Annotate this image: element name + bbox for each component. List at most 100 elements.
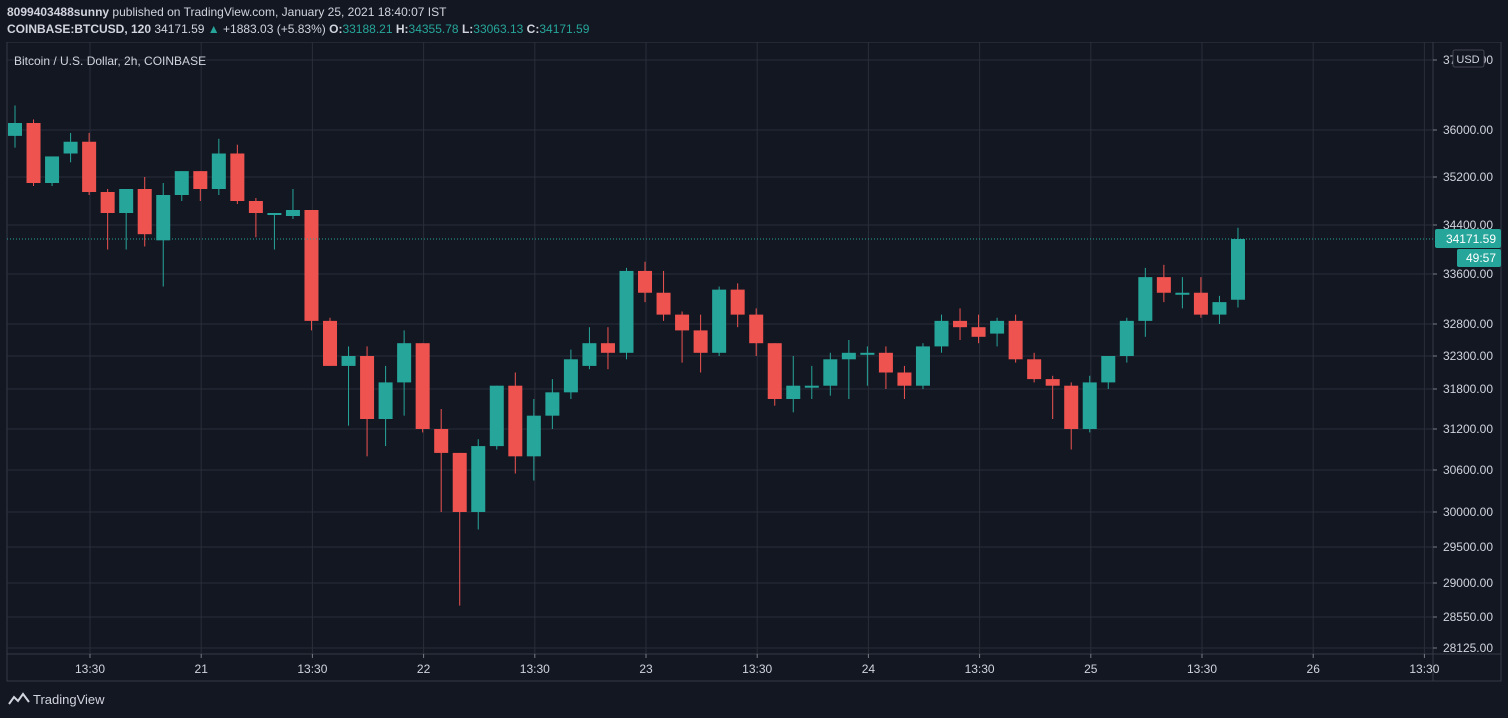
price-tick-label: 29500.00	[1443, 540, 1493, 554]
candle-body	[600, 343, 615, 353]
tradingview-brand[interactable]: TradingView	[33, 692, 105, 707]
candle-body	[434, 429, 449, 453]
candle	[1156, 264, 1171, 303]
published-text: published on TradingView.com, January 25…	[112, 5, 447, 19]
candle	[63, 132, 78, 163]
candle	[1064, 382, 1079, 450]
candle-body	[230, 153, 245, 201]
candle-body	[841, 352, 856, 360]
candle-body	[1230, 238, 1245, 300]
candle	[1138, 267, 1153, 337]
candle-body	[934, 320, 949, 347]
candle-body	[285, 210, 300, 216]
countdown-tag	[1457, 248, 1501, 267]
candle-body	[526, 415, 541, 457]
candle	[489, 385, 504, 450]
candle	[193, 171, 208, 201]
candle-body	[545, 392, 560, 416]
time-tick-label: 13:30	[1409, 662, 1439, 676]
time-axis[interactable]: 13:30 21 13:30 22 13:30 23 13:30 24 13:30 25 13:30…	[75, 654, 1440, 676]
candle-body	[971, 327, 986, 337]
candle-body	[45, 156, 60, 183]
price-tick-label: 30600.00	[1443, 463, 1493, 477]
candle	[990, 317, 1005, 347]
price-tick-label: 34400.00	[1443, 218, 1493, 232]
candle-body	[786, 385, 801, 399]
candle	[767, 343, 782, 406]
candle-body	[119, 189, 134, 213]
time-tick-label: 13:30	[742, 662, 772, 676]
candle	[434, 409, 449, 512]
time-tick-label: 24	[862, 662, 876, 676]
candle-body	[619, 270, 634, 353]
candle-body	[860, 352, 875, 355]
time-tick-label: 13:30	[75, 662, 105, 676]
candle-body	[712, 289, 727, 353]
time-tick-label: 13:30	[520, 662, 550, 676]
high-value: 34355.78	[408, 22, 459, 36]
candle-body	[767, 343, 782, 399]
candle	[860, 346, 875, 386]
candle	[712, 286, 727, 356]
candle-body	[897, 372, 912, 386]
price-chart[interactable]: 37000.0036000.0035200.0034400.0033600.00…	[0, 42, 1508, 684]
candle-body	[508, 385, 523, 457]
candle-body	[1138, 277, 1153, 321]
candle-body	[915, 346, 930, 386]
candle	[1101, 356, 1116, 389]
candle-body	[878, 352, 893, 373]
candle	[471, 439, 486, 530]
candle	[823, 352, 838, 396]
candle	[1045, 375, 1060, 419]
candle-body	[8, 123, 22, 136]
candle	[1008, 314, 1023, 363]
candle	[1027, 352, 1042, 383]
close-value: 34171.59	[539, 22, 590, 36]
low-value: 33063.13	[473, 22, 524, 36]
candle-body	[1175, 292, 1190, 295]
candle-body	[990, 320, 1005, 334]
candle-body	[415, 343, 430, 429]
candle	[323, 317, 338, 366]
author-name[interactable]: 8099403488sunny	[7, 5, 110, 19]
candle	[1082, 375, 1097, 433]
candle	[360, 346, 375, 457]
low-label: L:	[461, 22, 474, 36]
price-tick-label: 28550.00	[1443, 610, 1493, 624]
candle	[878, 346, 893, 389]
candle	[971, 314, 986, 344]
open-label: O:	[329, 22, 343, 36]
time-tick-label: 23	[639, 662, 653, 676]
candle-body	[471, 446, 486, 512]
candle-body	[489, 385, 504, 447]
time-tick-label: 13:30	[965, 662, 995, 676]
candle-body	[26, 123, 41, 183]
candle	[841, 340, 856, 399]
candles	[8, 105, 1245, 606]
candle	[230, 144, 245, 204]
candle	[267, 213, 282, 250]
symbol-line: COINBASE:BTCUSD, 120 34171.59 ▲ +1883.03…	[7, 22, 589, 36]
price-tick-label: 29000.00	[1443, 576, 1493, 590]
price-tick-label: 31200.00	[1443, 422, 1493, 436]
candle-body	[360, 356, 375, 419]
tradingview-logo-icon[interactable]	[8, 692, 30, 706]
currency-label: USD	[1456, 54, 1479, 66]
candle-body	[804, 385, 819, 388]
currency-button[interactable]	[1452, 49, 1485, 68]
grid-lines	[7, 42, 1433, 654]
candle	[211, 138, 226, 195]
candle	[452, 452, 467, 606]
time-tick-label: 13:30	[297, 662, 327, 676]
candle-body	[656, 292, 671, 315]
candle-body	[1082, 382, 1097, 429]
candle-body	[675, 314, 690, 331]
candle	[693, 314, 708, 373]
candle-body	[1119, 320, 1134, 356]
candle	[100, 189, 115, 250]
price-axis[interactable]: 37000.0036000.0035200.0034400.0033600.00…	[1433, 53, 1493, 655]
candle-body	[638, 270, 653, 293]
candle	[526, 399, 541, 481]
candle	[1212, 295, 1227, 324]
candle-body	[397, 343, 412, 383]
